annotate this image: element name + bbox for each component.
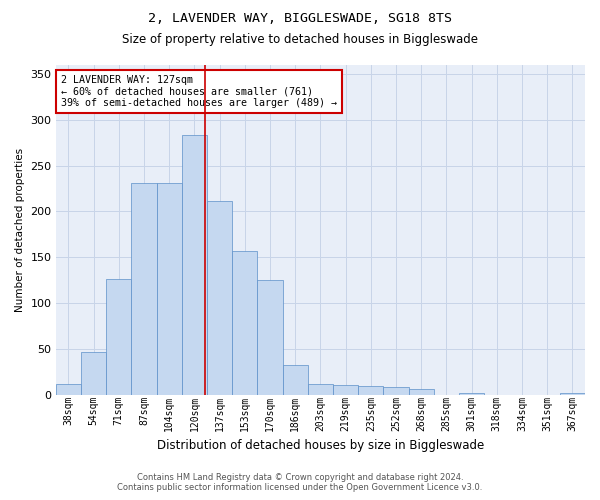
Text: Contains HM Land Registry data © Crown copyright and database right 2024.
Contai: Contains HM Land Registry data © Crown c… <box>118 473 482 492</box>
Bar <box>383 387 409 394</box>
Text: 2 LAVENDER WAY: 127sqm
← 60% of detached houses are smaller (761)
39% of semi-de: 2 LAVENDER WAY: 127sqm ← 60% of detached… <box>61 75 337 108</box>
Bar <box>308 384 333 394</box>
Bar <box>257 280 283 394</box>
Text: Size of property relative to detached houses in Biggleswade: Size of property relative to detached ho… <box>122 32 478 46</box>
Bar <box>182 134 207 394</box>
Bar <box>459 392 484 394</box>
Bar <box>56 384 81 394</box>
Bar <box>560 392 585 394</box>
Bar <box>207 202 232 394</box>
X-axis label: Distribution of detached houses by size in Biggleswade: Distribution of detached houses by size … <box>157 440 484 452</box>
Bar <box>409 389 434 394</box>
Bar <box>81 352 106 395</box>
Bar <box>333 386 358 394</box>
Text: 2, LAVENDER WAY, BIGGLESWADE, SG18 8TS: 2, LAVENDER WAY, BIGGLESWADE, SG18 8TS <box>148 12 452 26</box>
Bar <box>106 279 131 394</box>
Bar <box>358 386 383 394</box>
Bar <box>232 251 257 394</box>
Bar <box>131 183 157 394</box>
Bar <box>283 365 308 394</box>
Bar <box>157 183 182 394</box>
Y-axis label: Number of detached properties: Number of detached properties <box>15 148 25 312</box>
